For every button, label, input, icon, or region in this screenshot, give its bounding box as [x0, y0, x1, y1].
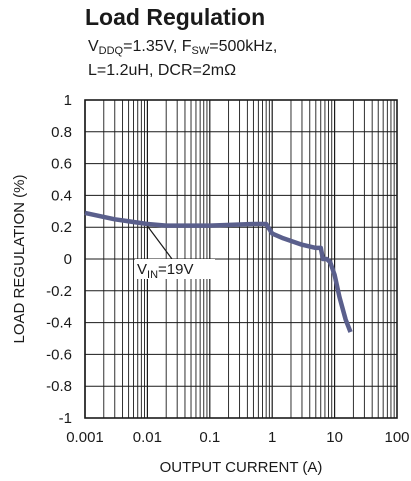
- annotation-vin-label: VIN=19V: [137, 261, 193, 281]
- x-tick-label: 1: [268, 429, 276, 446]
- x-tick-label: 100: [384, 429, 409, 446]
- chart-subtitle-line1: VDDQ=1.35V, FSW=500kHz,: [88, 38, 278, 57]
- y-tick-label: -0.2: [46, 283, 72, 300]
- annotation-background: [135, 259, 215, 279]
- y-tick-label: 0: [64, 251, 72, 268]
- y-tick-label: 0.4: [51, 187, 72, 204]
- data-series-line: [84, 210, 353, 333]
- y-tick-label: 0.8: [51, 124, 72, 141]
- chart-title: Load Regulation: [85, 4, 266, 30]
- y-tick-label: 1: [64, 92, 72, 109]
- annotation-leader-line: [146, 225, 173, 260]
- y-tick-label: -0.8: [46, 378, 72, 395]
- x-tick-label: 10: [326, 429, 343, 446]
- y-axis-label: LOAD REGULATION (%): [11, 175, 28, 344]
- x-tick-label: 0.1: [199, 429, 220, 446]
- y-tick-label: 0.6: [51, 156, 72, 173]
- y-tick-label: -0.4: [46, 315, 72, 332]
- y-tick-label: -0.6: [46, 346, 72, 363]
- x-tick-label: 0.001: [66, 429, 104, 446]
- y-tick-label: -1: [59, 410, 72, 427]
- y-tick-label: 0.2: [51, 219, 72, 236]
- x-axis-label: OUTPUT CURRENT (A): [160, 459, 323, 476]
- plot-frame: [84, 99, 398, 419]
- x-tick-label: 0.01: [133, 429, 162, 446]
- chart-subtitle-line2: L=1.2uH, DCR=2mΩ: [88, 62, 237, 79]
